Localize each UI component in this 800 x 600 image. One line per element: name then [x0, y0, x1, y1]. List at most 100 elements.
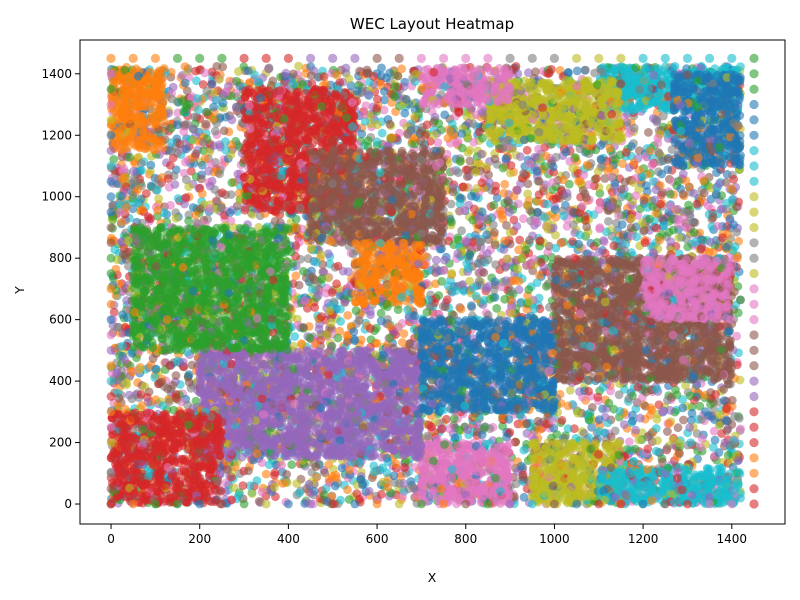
data-point: [344, 267, 353, 276]
data-point: [465, 251, 475, 260]
data-point: [604, 217, 613, 226]
data-point: [682, 223, 691, 233]
data-point: [456, 304, 466, 314]
data-point: [587, 403, 597, 412]
data-point: [344, 74, 354, 84]
data-point: [352, 489, 362, 498]
data-point: [617, 220, 627, 229]
data-point: [580, 65, 590, 75]
data-point: [565, 386, 575, 395]
data-point: [542, 199, 552, 209]
data-point: [618, 159, 627, 169]
data-point: [332, 279, 341, 289]
data-point: [519, 214, 528, 224]
data-point: [467, 191, 476, 201]
data-point: [385, 68, 395, 78]
data-point: [471, 291, 481, 301]
data-point: [261, 469, 271, 479]
data-point: [201, 119, 211, 129]
data-point: [686, 438, 696, 447]
data-point: [387, 133, 397, 142]
data-point: [393, 305, 403, 314]
data-point: [343, 311, 353, 320]
data-point: [171, 371, 181, 380]
data-point: [440, 110, 450, 120]
data-point: [501, 276, 511, 285]
data-point: [663, 395, 672, 405]
data-point: [678, 403, 688, 413]
data-point: [542, 282, 551, 291]
data-point: [678, 169, 688, 179]
data-point: [719, 396, 729, 406]
plot-area: [106, 53, 759, 509]
data-point: [625, 437, 634, 447]
data-points: [106, 53, 759, 509]
data-point: [264, 460, 274, 470]
data-point: [312, 257, 321, 267]
data-point: [395, 479, 404, 488]
data-point: [644, 127, 653, 137]
data-point: [500, 179, 510, 189]
data-point: [492, 193, 502, 203]
data-point: [277, 460, 286, 470]
data-point: [290, 332, 300, 341]
data-point: [146, 160, 156, 170]
data-point: [247, 489, 257, 498]
data-point: [377, 128, 387, 138]
data-point: [727, 184, 736, 194]
data-point: [505, 168, 515, 178]
data-point: [234, 67, 243, 76]
data-point: [184, 216, 194, 226]
data-point: [551, 194, 561, 204]
data-point: [530, 217, 540, 227]
data-point: [727, 395, 737, 405]
data-point: [512, 221, 522, 231]
data-point: [200, 68, 210, 78]
data-point: [343, 485, 352, 495]
data-point: [534, 144, 543, 154]
data-point: [291, 271, 301, 281]
data-point: [336, 317, 345, 326]
data-point: [531, 67, 540, 77]
data-point: [377, 71, 386, 81]
data-point: [333, 261, 343, 271]
data-point: [662, 443, 672, 453]
data-point: [736, 424, 745, 434]
data-point: [433, 138, 443, 147]
data-point: [664, 419, 674, 428]
data-point: [663, 427, 672, 436]
data-point: [447, 268, 457, 278]
data-point: [492, 304, 502, 313]
data-point: [551, 212, 561, 222]
data-point: [699, 176, 709, 186]
data-point: [197, 189, 207, 199]
data-point: [448, 131, 458, 141]
data-point: [673, 423, 683, 433]
data-point: [519, 492, 529, 502]
data-point: [666, 237, 676, 247]
chart-title: WEC Layout Heatmap: [350, 15, 514, 33]
data-point: [129, 166, 139, 176]
data-point: [627, 214, 636, 223]
data-point: [341, 63, 351, 73]
data-point: [154, 194, 164, 204]
data-point: [558, 175, 568, 185]
data-point: [629, 457, 639, 466]
data-point: [364, 90, 373, 100]
data-point: [170, 180, 180, 189]
data-point: [179, 127, 189, 136]
data-point: [712, 168, 721, 178]
data-point: [619, 420, 629, 429]
data-point: [327, 288, 337, 297]
data-point: [665, 189, 675, 199]
data-point: [635, 413, 645, 423]
data-point: [682, 234, 691, 244]
data-point: [572, 66, 582, 76]
data-point: [569, 424, 579, 433]
data-point: [449, 414, 459, 424]
data-point: [376, 316, 386, 326]
data-point: [181, 175, 191, 185]
data-point: [226, 190, 236, 200]
data-point: [474, 276, 484, 286]
